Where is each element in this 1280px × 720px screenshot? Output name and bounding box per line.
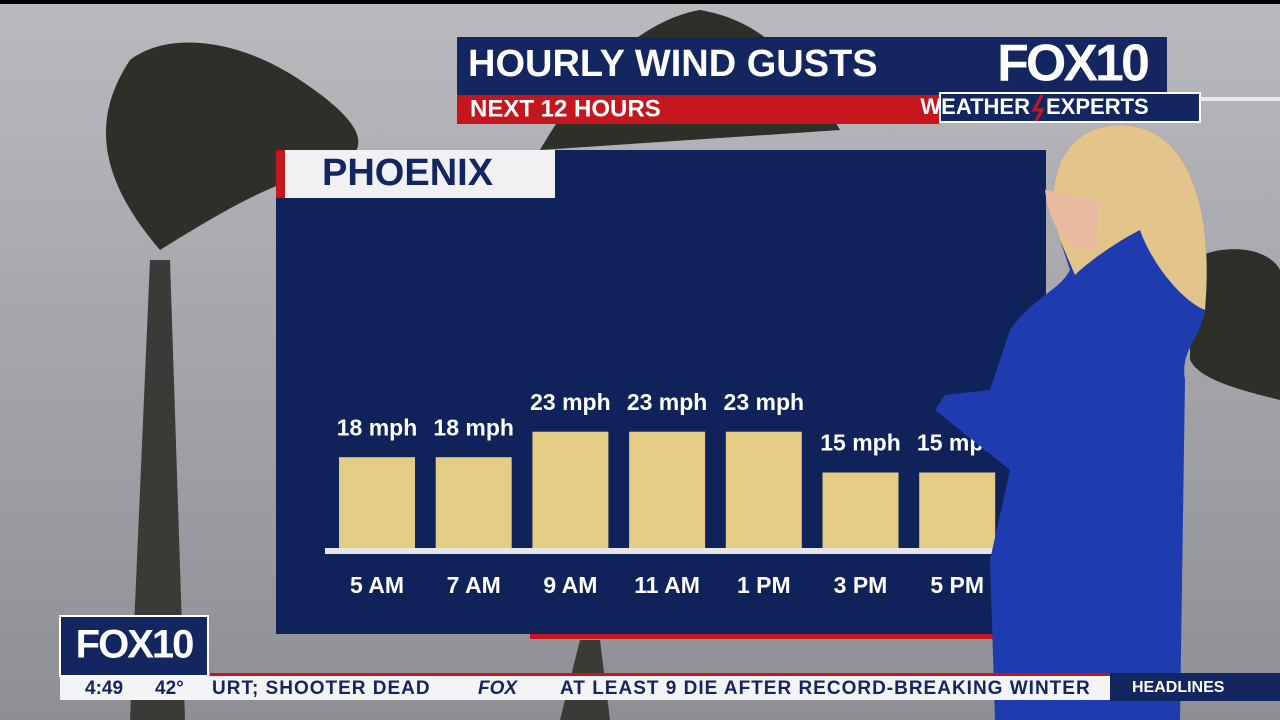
- ticker-accent: [210, 673, 1110, 676]
- bar: [919, 472, 996, 549]
- value-label: 15 mph: [820, 430, 901, 456]
- x-tick-label: 1 PM: [737, 572, 791, 598]
- bar: [532, 431, 609, 549]
- value-label: 23 mph: [530, 389, 611, 415]
- section-box: [1110, 673, 1280, 701]
- ticker-logo-box: [59, 615, 209, 677]
- weather-label: WEATHER: [920, 94, 1030, 119]
- presenter-face: [1045, 190, 1100, 251]
- ticker-text: URT; SHOOTER DEAD: [212, 678, 431, 699]
- bar: [339, 457, 415, 549]
- title-bar: [457, 37, 1167, 95]
- location-label: PHOENIX: [322, 152, 494, 194]
- baseline: [325, 548, 995, 554]
- x-tick-label: 3 PM: [834, 572, 888, 598]
- bar: [822, 472, 899, 549]
- bar: [629, 431, 706, 549]
- presenter: [935, 125, 1207, 720]
- chart-subtitle: NEXT 12 HOURS: [470, 95, 661, 122]
- location-box: [285, 150, 555, 198]
- ticker-bar: [210, 676, 1110, 700]
- bar: [725, 431, 802, 549]
- value-label: 23 mph: [627, 389, 708, 415]
- x-tick-label: 5 PM: [930, 572, 984, 598]
- subtitle-bar: [457, 95, 939, 124]
- bolt-icon: [1031, 94, 1045, 122]
- palm-trunk: [130, 260, 185, 720]
- ticker-logo: FOX10: [76, 623, 193, 667]
- ticker-network: FOX: [478, 678, 518, 699]
- section-label: HEADLINES: [1132, 679, 1225, 696]
- panel-accent: [530, 634, 995, 639]
- x-tick-label: 5 AM: [350, 572, 404, 598]
- presenter-hair: [1053, 125, 1207, 310]
- location-accent: [276, 150, 285, 198]
- time: 4:49: [85, 678, 123, 699]
- plot-area: 18 mph 5 AM 18 mph 7 AM 23 mph 9 AM 23 mph 11 A…: [337, 389, 998, 598]
- accent-line: [1200, 97, 1280, 101]
- time-temp-box: [60, 676, 210, 700]
- value-label: 18 mph: [337, 414, 418, 440]
- weather-experts-box: [939, 92, 1201, 123]
- x-tick-label: 9 AM: [543, 572, 597, 598]
- ticker-text: AT LEAST 9 DIE AFTER RECORD-BREAKING WIN…: [560, 678, 1091, 699]
- bar: [435, 457, 512, 549]
- logo: FOX10: [997, 35, 1148, 93]
- temperature: 42°: [155, 678, 184, 699]
- experts-label: EXPERTS: [1046, 94, 1149, 119]
- palm-fronds: [106, 42, 359, 250]
- value-label: 18 mph: [433, 414, 514, 440]
- chart-title: HOURLY WIND GUSTS: [468, 43, 878, 85]
- x-tick-label: 7 AM: [447, 572, 501, 598]
- palm-fronds: [1190, 249, 1280, 400]
- x-tick-label: 11 AM: [634, 572, 700, 598]
- value-label: 23 mph: [724, 389, 805, 415]
